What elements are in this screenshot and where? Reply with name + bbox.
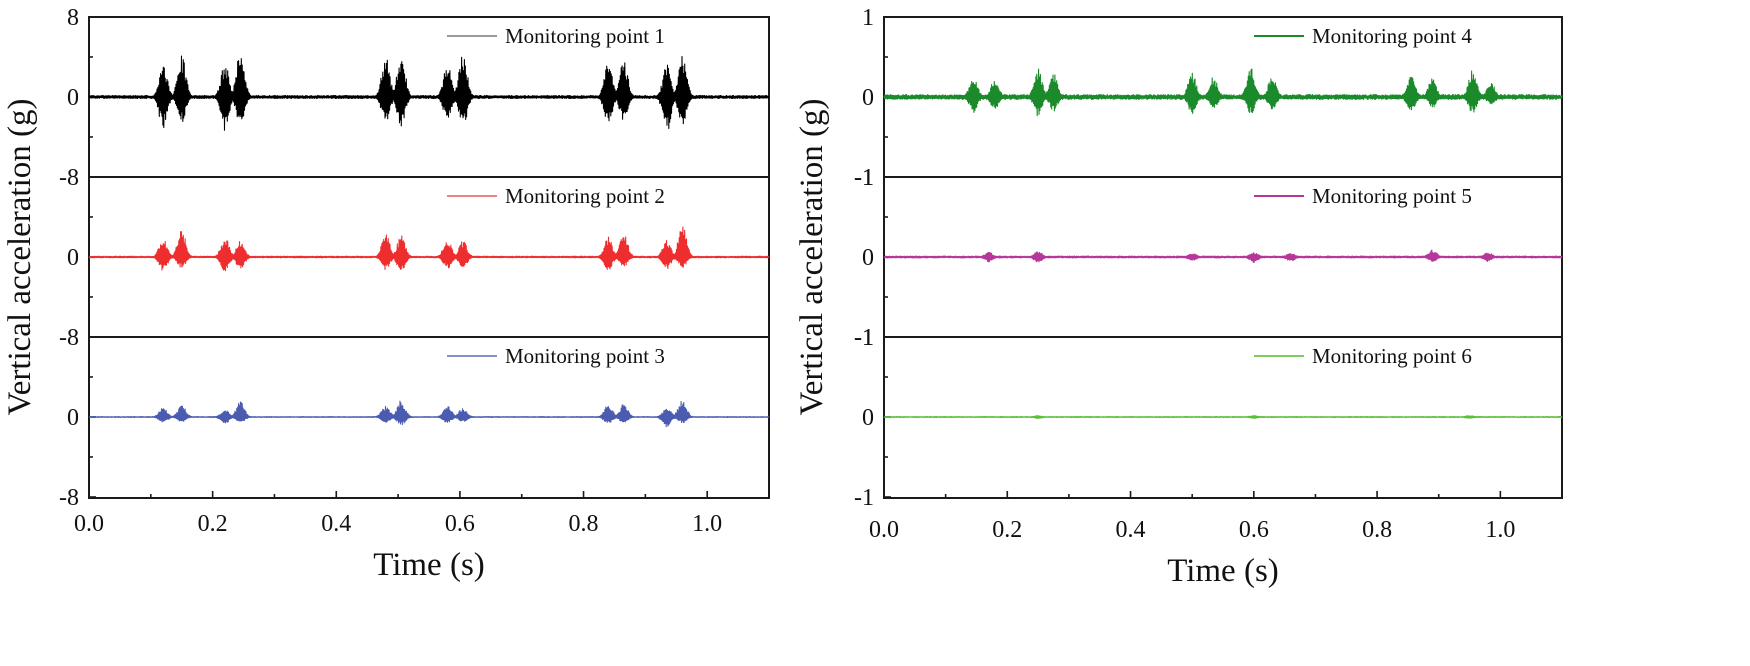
legend-label: Monitoring point 6 xyxy=(1312,344,1472,368)
left-chart: Vertical acceleration (g) Time (s) xyxy=(2,16,770,583)
y-tick-label: 0 xyxy=(67,245,79,271)
y-tick-label: 0 xyxy=(67,85,79,111)
x-tick-label: 0.8 xyxy=(1362,517,1392,543)
monitoring-point-5-trace xyxy=(883,249,1563,263)
y-tick-label: -1 xyxy=(854,325,874,351)
y-tick-label: -8 xyxy=(59,165,79,191)
legend-label: Monitoring point 5 xyxy=(1312,184,1472,208)
right-x-axis-label: Time (s) xyxy=(1167,553,1279,589)
y-tick-label: 1 xyxy=(862,5,874,31)
left-x-axis-label: Time (s) xyxy=(373,547,485,583)
y-tick-label: 0 xyxy=(862,245,874,271)
x-tick-label: 0.2 xyxy=(992,517,1022,543)
chart-marks: 0.0 0.2 0.4 0.6 0.8 1.0 8 0 -8 Monitoring point 1… xyxy=(59,5,1563,543)
y-tick-label: 0 xyxy=(862,85,874,111)
monitoring-point-6-trace xyxy=(883,414,1563,419)
y-tick-label: -8 xyxy=(59,325,79,351)
y-tick-label: -1 xyxy=(854,165,874,191)
x-tick-label: 0.8 xyxy=(569,511,599,537)
x-tick-label: 1.0 xyxy=(1485,517,1515,543)
legend-label: Monitoring point 2 xyxy=(505,184,665,208)
x-tick-label: 1.0 xyxy=(692,511,722,537)
y-tick-label: -1 xyxy=(854,325,874,351)
legend-label: Monitoring point 3 xyxy=(505,344,665,368)
y-tick-label: -1 xyxy=(854,165,874,191)
left-y-axis-label: Vertical acceleration (g) xyxy=(2,99,38,416)
x-tick-label: 0.4 xyxy=(321,511,351,537)
monitoring-point-1-trace xyxy=(88,55,770,131)
y-tick-label: 8 xyxy=(67,5,79,31)
monitoring-point-3-trace xyxy=(88,400,770,428)
x-tick-label: 0.4 xyxy=(1116,517,1146,543)
x-tick-label: 0.6 xyxy=(1239,517,1269,543)
x-tick-label: 0.0 xyxy=(74,511,104,537)
monitoring-point-2-trace xyxy=(88,226,770,272)
right-y-axis-label: Vertical acceleration (g) xyxy=(794,99,830,416)
y-tick-label: -8 xyxy=(59,485,79,511)
x-tick-label: 0.0 xyxy=(869,517,899,543)
legend-label: Monitoring point 4 xyxy=(1312,24,1472,48)
x-tick-label: 0.2 xyxy=(198,511,228,537)
y-tick-label: -1 xyxy=(854,485,874,511)
x-tick-label: 0.6 xyxy=(445,511,475,537)
y-tick-label: 0 xyxy=(67,405,79,431)
y-tick-label: 0 xyxy=(862,405,874,431)
legend-label: Monitoring point 1 xyxy=(505,24,665,48)
monitoring-point-4-trace xyxy=(883,68,1563,117)
right-chart: Vertical acceleration (g) Time (s) xyxy=(794,16,1563,589)
